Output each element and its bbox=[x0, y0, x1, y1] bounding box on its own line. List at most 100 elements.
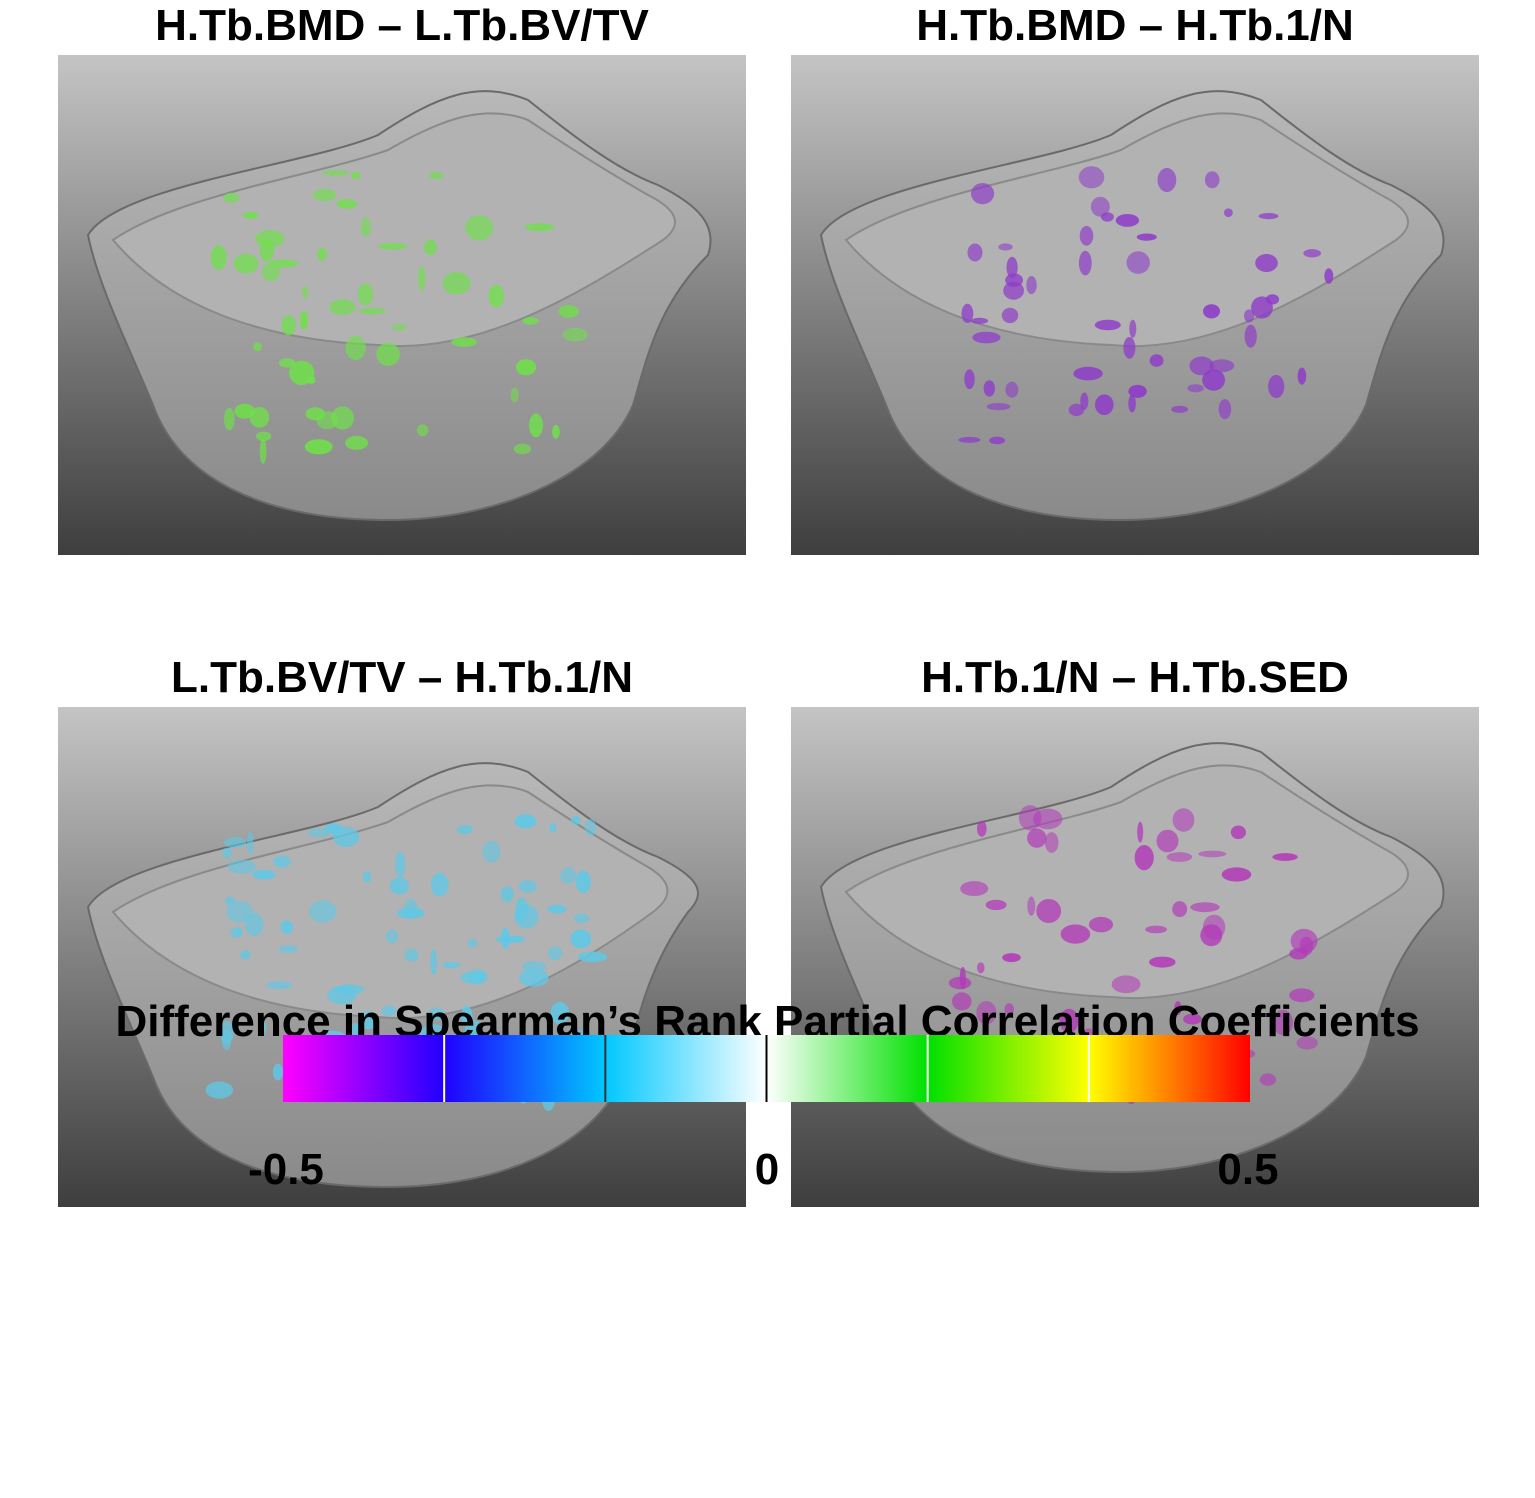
highlight-blob bbox=[1080, 392, 1089, 410]
bone-render-2 bbox=[791, 55, 1479, 555]
highlight-blob bbox=[272, 1063, 284, 1081]
highlight-blob bbox=[442, 962, 461, 968]
highlight-blob bbox=[428, 1007, 445, 1021]
highlight-blob bbox=[1068, 403, 1085, 417]
highlight-blob bbox=[1230, 825, 1246, 840]
highlight-blob bbox=[510, 387, 519, 403]
highlight-blob bbox=[1115, 214, 1140, 227]
highlight-blob bbox=[1258, 213, 1279, 220]
highlight-blob bbox=[952, 992, 972, 1011]
highlight-blob bbox=[514, 814, 537, 829]
highlight-blob bbox=[259, 438, 267, 464]
highlight-blob bbox=[1172, 901, 1188, 918]
colorbar bbox=[283, 1035, 1250, 1102]
highlight-blob bbox=[575, 870, 591, 894]
highlight-blob bbox=[1128, 394, 1136, 413]
highlight-blob bbox=[1078, 250, 1092, 276]
highlight-blob bbox=[362, 871, 372, 883]
highlight-blob bbox=[1265, 294, 1280, 305]
highlight-blob bbox=[1202, 914, 1226, 940]
bone-render-3 bbox=[58, 707, 746, 1207]
highlight-blob bbox=[500, 886, 514, 903]
highlight-blob bbox=[465, 215, 494, 241]
highlight-blob bbox=[960, 881, 989, 897]
highlight-blob bbox=[1128, 384, 1147, 398]
highlight-blob bbox=[329, 299, 356, 315]
highlight-blob bbox=[547, 946, 563, 961]
highlight-blob bbox=[404, 948, 419, 962]
highlight-blob bbox=[519, 968, 549, 987]
highlight-blob bbox=[224, 836, 247, 849]
highlight-blob bbox=[1204, 171, 1220, 189]
highlight-blob bbox=[1005, 381, 1019, 398]
highlight-blob bbox=[305, 407, 325, 421]
highlight-blob bbox=[1079, 225, 1094, 246]
highlight-blob bbox=[1290, 928, 1318, 953]
highlight-blob bbox=[424, 239, 437, 256]
highlight-blob bbox=[1129, 319, 1137, 338]
highlight-blob bbox=[967, 243, 983, 262]
highlight-blob bbox=[1044, 832, 1059, 853]
highlight-blob bbox=[1324, 268, 1334, 284]
highlight-blob bbox=[574, 913, 590, 924]
highlight-blob bbox=[570, 815, 581, 825]
highlight-blobs-2 bbox=[958, 166, 1334, 445]
highlight-blob bbox=[418, 266, 426, 291]
highlight-blob bbox=[515, 359, 537, 376]
highlight-blob bbox=[234, 403, 255, 419]
highlight-blob bbox=[1073, 366, 1103, 381]
highlight-blob bbox=[281, 315, 296, 336]
highlight-blob bbox=[266, 981, 293, 990]
highlight-blob bbox=[304, 439, 333, 455]
highlight-blob bbox=[1078, 166, 1105, 189]
highlight-blob bbox=[235, 927, 242, 936]
highlight-blob bbox=[1027, 828, 1047, 848]
highlight-blob bbox=[378, 243, 408, 250]
highlight-blob bbox=[252, 869, 276, 880]
highlight-blob bbox=[1166, 852, 1193, 862]
highlight-blob bbox=[1002, 953, 1021, 963]
highlight-blob bbox=[225, 896, 236, 906]
highlight-blob bbox=[430, 949, 438, 975]
highlight-blob bbox=[240, 950, 251, 960]
highlight-blob bbox=[1090, 196, 1110, 217]
highlight-blob bbox=[258, 1018, 267, 1035]
highlight-blob bbox=[1004, 1003, 1014, 1016]
highlight-blob bbox=[1033, 808, 1063, 830]
highlight-blob bbox=[1027, 896, 1036, 916]
highlight-blob bbox=[1244, 324, 1257, 348]
highlight-blob bbox=[1026, 276, 1037, 295]
highlight-blob bbox=[1134, 845, 1154, 871]
highlight-blob bbox=[253, 342, 262, 352]
highlight-blob bbox=[1189, 356, 1214, 376]
highlight-blob bbox=[570, 929, 592, 949]
highlight-blob bbox=[549, 822, 557, 833]
highlight-blob bbox=[1190, 902, 1220, 913]
highlight-blob bbox=[1209, 359, 1235, 373]
highlight-blob bbox=[259, 238, 275, 262]
highlight-blob bbox=[221, 1029, 232, 1050]
highlight-blob bbox=[460, 971, 487, 984]
highlight-blob bbox=[1259, 1073, 1276, 1086]
highlight-blob bbox=[958, 436, 981, 443]
highlight-blob bbox=[515, 897, 528, 922]
highlight-blob bbox=[1203, 304, 1220, 319]
highlight-blob bbox=[1297, 367, 1307, 385]
highlight-blob bbox=[1172, 808, 1195, 832]
highlight-blob bbox=[256, 431, 272, 442]
highlight-blob bbox=[1156, 829, 1179, 853]
highlight-blob bbox=[307, 375, 316, 384]
highlight-blob bbox=[381, 1005, 397, 1016]
highlight-blob bbox=[392, 324, 407, 331]
highlight-blob bbox=[1088, 916, 1114, 933]
highlight-blob bbox=[385, 929, 399, 944]
highlight-blob bbox=[428, 171, 444, 180]
highlight-blob bbox=[280, 920, 293, 934]
highlight-blob bbox=[227, 859, 257, 874]
bone-render-4 bbox=[791, 707, 1479, 1207]
highlight-blob bbox=[324, 823, 344, 834]
highlight-blob bbox=[331, 406, 354, 430]
highlight-blob bbox=[1006, 256, 1018, 279]
highlight-blob bbox=[1202, 369, 1225, 391]
highlight-blob bbox=[501, 927, 510, 949]
